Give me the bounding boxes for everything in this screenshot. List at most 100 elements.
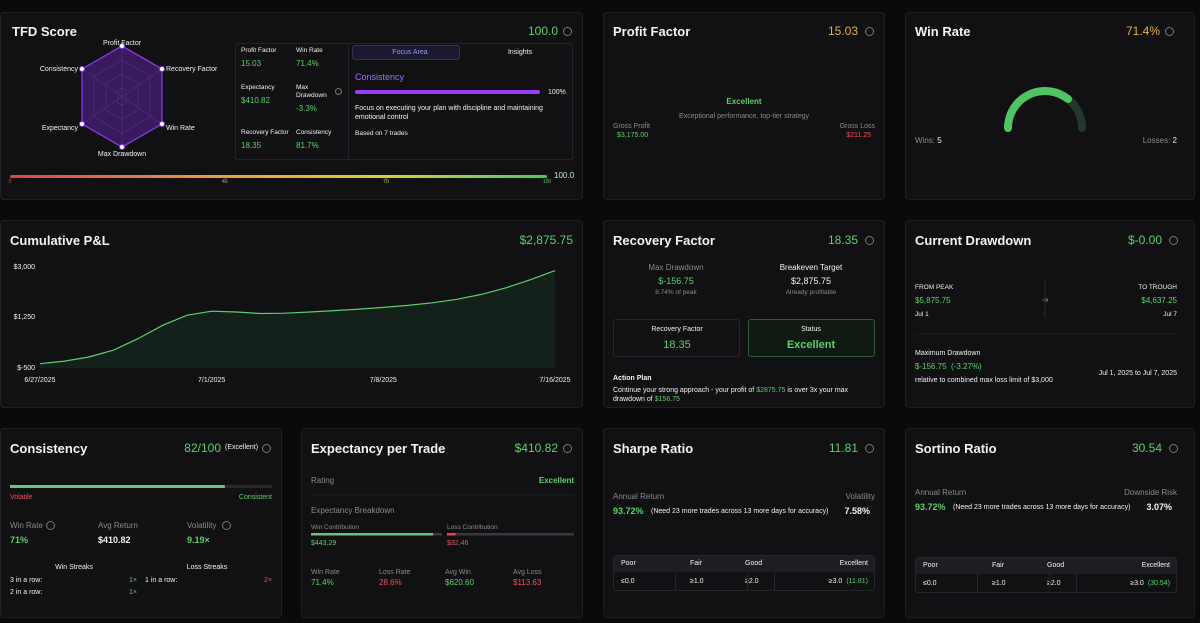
sharpe-table bbox=[613, 555, 875, 591]
metric-value: -3.3% bbox=[296, 104, 317, 113]
streak-label: 1 in a row: bbox=[145, 577, 178, 584]
text: Continue your strong approach - your pro… bbox=[613, 387, 757, 394]
label: Annual Return bbox=[613, 492, 665, 501]
radar-point bbox=[159, 121, 165, 127]
profit-factor-card bbox=[603, 12, 885, 200]
stat-value: $113.63 bbox=[513, 578, 542, 587]
value: 5 bbox=[937, 136, 942, 145]
gauge-value bbox=[1004, 87, 1073, 132]
wins: Wins: 5 bbox=[915, 137, 942, 145]
cell-divider bbox=[977, 574, 978, 592]
scale-value: ≥1.0 bbox=[690, 578, 704, 585]
metric-label: Max Drawdown bbox=[296, 84, 327, 100]
label: Wins: bbox=[915, 136, 935, 145]
text: is over 3x your max drawdown of bbox=[613, 387, 849, 404]
score-scale bbox=[10, 175, 547, 178]
label: Annual Return bbox=[915, 488, 967, 497]
tab[interactable]: Insights bbox=[507, 49, 533, 56]
scale-value: ≥2.0 bbox=[745, 578, 759, 585]
card-title: Consistency bbox=[10, 441, 88, 456]
stat-label: Avg Win bbox=[445, 569, 471, 576]
label: Win Contribution bbox=[311, 524, 360, 531]
info-icon[interactable] bbox=[335, 88, 342, 95]
radar bbox=[79, 43, 165, 150]
stat-label: Loss Rate bbox=[379, 569, 411, 576]
card-title: Expectancy per Trade bbox=[311, 441, 446, 456]
scale-header: Good bbox=[745, 560, 763, 567]
radar-label: Recovery Factor bbox=[166, 66, 218, 73]
focus-title: Consistency bbox=[355, 72, 405, 82]
action-text: Continue your strong approach - your pro… bbox=[613, 386, 875, 405]
card-value: 18.35 bbox=[827, 233, 858, 247]
info-icon[interactable] bbox=[865, 236, 874, 245]
streak-value: 1× bbox=[129, 589, 137, 596]
streak-value: 1× bbox=[129, 577, 137, 584]
stat-label: Win Rate bbox=[311, 569, 340, 576]
card-title: TFD Score bbox=[12, 24, 78, 39]
text: $156.75 bbox=[654, 396, 680, 404]
info-icon[interactable] bbox=[46, 521, 55, 530]
value: $2,875.75 bbox=[790, 276, 832, 286]
bar bbox=[311, 533, 434, 536]
metric-label: Recovery Factor bbox=[241, 129, 289, 136]
info-icon[interactable] bbox=[563, 444, 572, 453]
card-value: 30.54 bbox=[1131, 441, 1162, 455]
radar-point bbox=[119, 43, 125, 49]
scale-value: ≤0.0 bbox=[621, 578, 635, 585]
card-value: $-0.00 bbox=[1127, 233, 1162, 247]
info-icon[interactable] bbox=[865, 444, 874, 453]
label: Losses: bbox=[1142, 136, 1171, 145]
scale-header: Fair bbox=[690, 560, 703, 567]
y-tick-label: $-500 bbox=[17, 364, 35, 372]
tab[interactable]: Focus Area bbox=[392, 49, 428, 56]
card-value: 11.81 bbox=[828, 441, 858, 455]
label: Loss Contribution bbox=[447, 524, 498, 531]
cell-divider bbox=[747, 572, 748, 590]
label: Status bbox=[801, 326, 821, 333]
info-icon[interactable] bbox=[222, 521, 231, 530]
radar-label: Max Drawdown bbox=[97, 151, 147, 158]
y-tick-label: $3,000 bbox=[13, 263, 35, 271]
info-icon[interactable] bbox=[865, 27, 874, 36]
tab-active[interactable] bbox=[352, 45, 460, 60]
info-icon[interactable] bbox=[563, 27, 572, 36]
card-value: 15.03 bbox=[827, 24, 858, 38]
arrow bbox=[1042, 297, 1049, 303]
info-icon[interactable] bbox=[1169, 236, 1178, 245]
area bbox=[40, 270, 555, 368]
label: Volatility bbox=[845, 492, 875, 501]
metric-value: $410.82 bbox=[241, 96, 270, 105]
rating: Excellent bbox=[726, 97, 762, 106]
bar-track bbox=[447, 533, 574, 536]
label: Rating bbox=[311, 476, 335, 485]
label: Consistent bbox=[238, 494, 272, 501]
radar-label: Profit Factor bbox=[102, 40, 142, 47]
focus-progress-label: 100% bbox=[548, 89, 566, 96]
bar bbox=[10, 485, 225, 488]
label: Expectancy Breakdown bbox=[311, 506, 395, 515]
value: $211.25 bbox=[846, 132, 871, 139]
info-icon[interactable] bbox=[1165, 27, 1174, 36]
scale-current: ≥3.0 (30.54) bbox=[1130, 580, 1170, 587]
value: Excellent bbox=[786, 339, 836, 351]
gauge-track bbox=[1064, 95, 1086, 132]
label: TO TROUGH bbox=[1138, 284, 1177, 291]
metric-label: Consistency bbox=[296, 129, 332, 136]
value: $32.46 bbox=[447, 540, 469, 547]
info-icon[interactable] bbox=[262, 444, 271, 453]
card-value: $410.82 bbox=[514, 441, 558, 455]
streak-label: 2 in a row: bbox=[10, 589, 43, 596]
line bbox=[39, 270, 556, 365]
losses: Losses: 2 bbox=[1143, 137, 1177, 145]
expectancy-card bbox=[301, 428, 583, 618]
scale-current-value: (30.54) bbox=[1147, 580, 1170, 587]
info-icon[interactable] bbox=[1169, 444, 1178, 453]
scale-tick-label: 100 bbox=[542, 179, 552, 185]
metric-value: 81.7% bbox=[296, 141, 319, 150]
bar bbox=[447, 533, 456, 536]
stat-value: $410.82 bbox=[98, 535, 131, 545]
scale-value: ≥3.0 bbox=[1130, 580, 1144, 587]
value: 2 bbox=[1172, 136, 1177, 145]
radar-point bbox=[79, 121, 85, 127]
